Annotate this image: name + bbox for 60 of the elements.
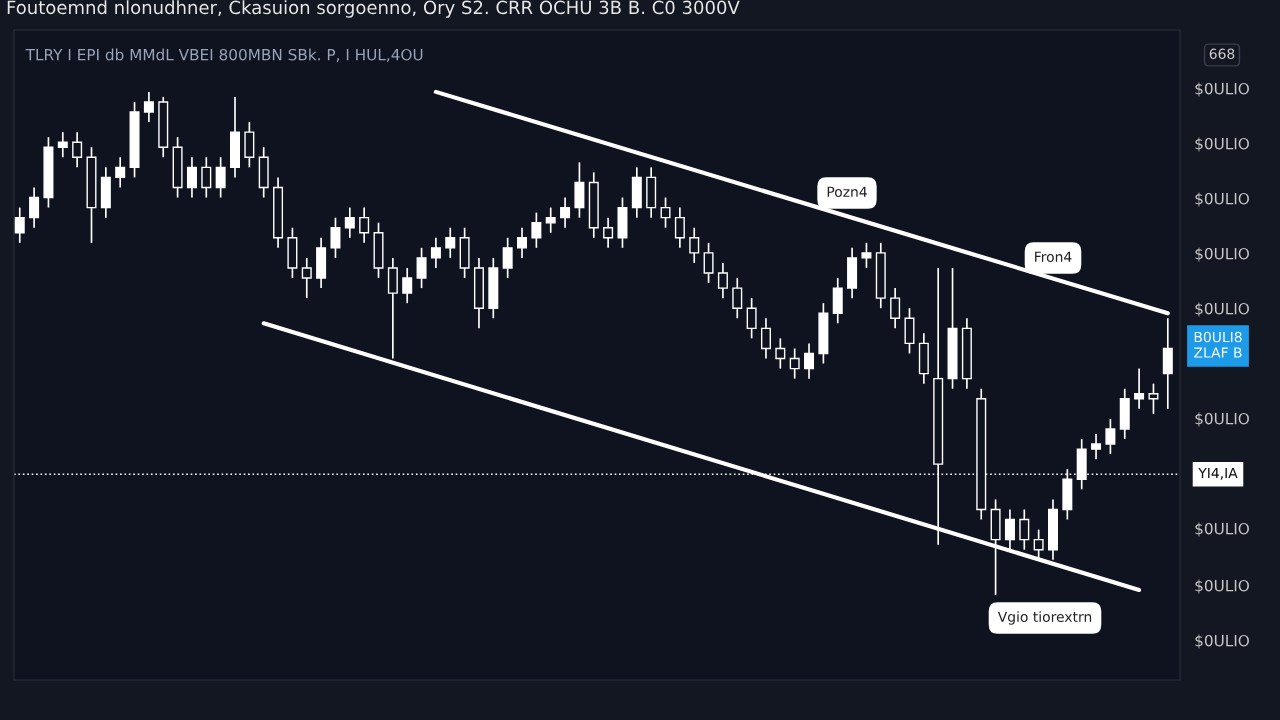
candlestick (430, 236, 441, 269)
candlestick (1004, 508, 1015, 551)
candlestick (57, 131, 68, 159)
candlestick (14, 206, 25, 244)
candlestick (330, 216, 341, 259)
text: $0ULIO (1195, 247, 1249, 262)
candlestick (344, 206, 355, 239)
candlestick (29, 186, 40, 229)
annotation: Fron4 (1035, 251, 1072, 263)
candlestick (445, 226, 456, 259)
candlestick (1033, 528, 1044, 561)
candlestick (359, 206, 370, 244)
candlestick (674, 206, 685, 249)
text: $0ULIO (1195, 522, 1249, 537)
candlestick (1091, 433, 1102, 460)
candlestick (861, 241, 872, 269)
text: 668 (1209, 48, 1235, 60)
candlestick (502, 236, 513, 279)
candlestick (717, 262, 728, 299)
text: $0ULIO (1195, 137, 1249, 152)
text: $0ULIO (1195, 579, 1249, 594)
text: $0ULIO (1195, 302, 1249, 317)
text: B0ULI8 ZLAF B (1194, 331, 1242, 358)
candlestick (545, 206, 556, 234)
text: $0ULIO (1195, 192, 1249, 207)
ref-line-label: YI4,IA (1198, 467, 1238, 480)
candlestick (402, 267, 413, 305)
candlestick (115, 156, 126, 189)
candlestick (1148, 382, 1159, 415)
annotation: Pozn4 (827, 186, 867, 198)
text: $0ULIO (1195, 412, 1249, 427)
candlestick (517, 226, 528, 259)
candlestick (143, 91, 154, 123)
candlestick (603, 216, 614, 249)
candlestick (201, 156, 212, 199)
chart-subtitle: TLRY I EPI db MMdL VBEI 800MBN SBk. P, I HUL,4OU (25, 48, 423, 62)
text: $0ULIO (1195, 82, 1249, 97)
candlestick (531, 211, 542, 249)
candlestick (890, 287, 901, 330)
candlestick (732, 277, 743, 320)
candlestick (1134, 367, 1145, 410)
candlestick (703, 241, 714, 284)
candlestick (416, 247, 427, 289)
candlestick (804, 342, 815, 380)
candlestick (746, 297, 757, 340)
candlestick (301, 257, 312, 299)
candlestick (789, 347, 800, 380)
candlestick (72, 131, 83, 169)
candlestick (760, 317, 771, 360)
candlestick (186, 156, 197, 199)
candlestick (775, 337, 786, 370)
candlestick (660, 196, 671, 229)
candlestick (215, 156, 226, 199)
candlestick (1019, 508, 1030, 551)
candlestick (689, 226, 700, 264)
text: $0ULIO (1195, 634, 1249, 649)
text: Vgio tiorextrn (997, 611, 1092, 625)
candlestick (1105, 418, 1116, 455)
chart-title: Foutoemnd nlonudhner, Ckasuion sorgoenno, Ory S2. CRR OCHU 3B B. C0 3000V (7, 0, 740, 18)
candlestick (560, 196, 571, 229)
